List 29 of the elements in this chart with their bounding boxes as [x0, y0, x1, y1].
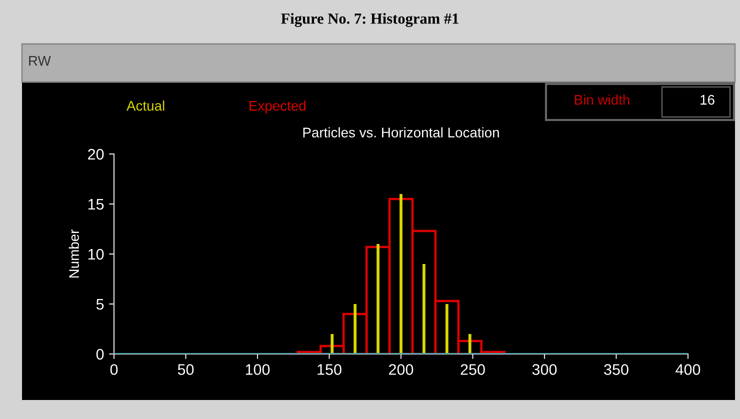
x-tick-label: 0 [110, 364, 118, 375]
bar [400, 194, 402, 354]
x-tick-label: 300 [532, 364, 557, 375]
bar [445, 304, 448, 354]
text: Figure No. 7: Histogram #1 [281, 13, 458, 27]
text: Bin width [574, 94, 630, 105]
x-tick-label: 50 [178, 364, 194, 375]
text: Expected [250, 100, 306, 114]
bar [376, 244, 380, 354]
text: 16 [700, 94, 714, 105]
x-tick-label: 350 [604, 364, 628, 375]
bar [330, 334, 334, 354]
y-tick-label: 20 [88, 148, 104, 160]
x-tick-label: 150 [318, 364, 342, 375]
x-tick-label: 250 [460, 364, 485, 375]
y-tick-label: 15 [88, 199, 104, 210]
y-axis-title: Number [68, 230, 79, 278]
chart-title: Particles vs. Horizontal Location [303, 127, 499, 138]
text: Actual [126, 100, 164, 111]
y-tick-label: 5 [96, 299, 104, 310]
x-tick-label: 200 [389, 364, 414, 375]
text: RW [29, 56, 51, 66]
bar [422, 264, 426, 354]
bar [468, 334, 472, 354]
x-tick-label: 100 [246, 364, 270, 375]
y-tick-label: 0 [96, 348, 104, 360]
y-tick-label: 10 [88, 248, 104, 260]
x-tick-label: 400 [676, 364, 700, 375]
bar [354, 304, 357, 354]
